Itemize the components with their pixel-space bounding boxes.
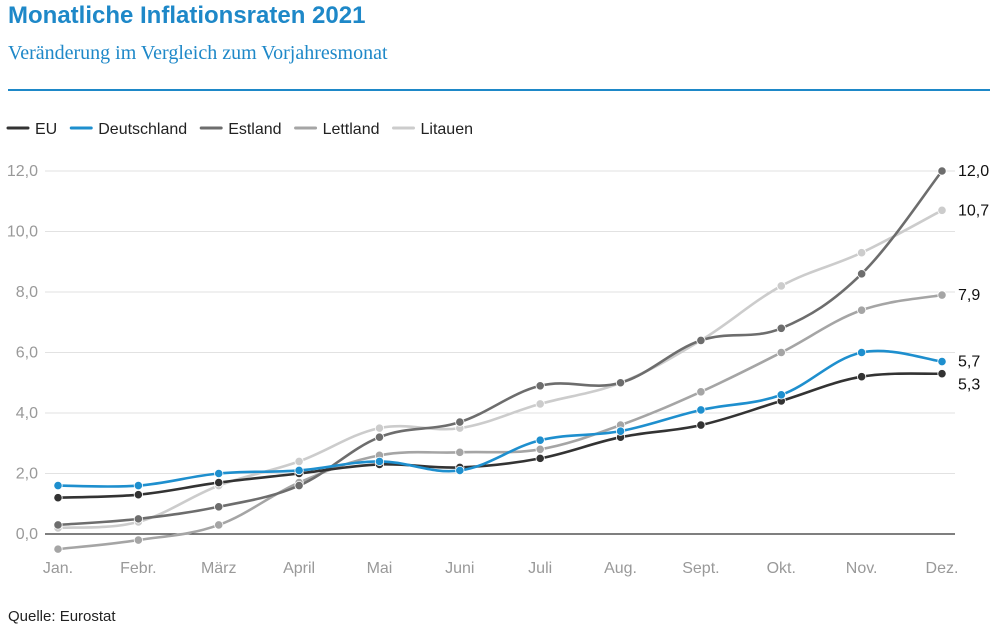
data-point-lettland bbox=[133, 535, 143, 545]
legend-label-deutschland: Deutschland bbox=[98, 121, 187, 138]
series-line-eu bbox=[56, 372, 944, 499]
data-point-deutschland bbox=[53, 480, 63, 491]
y-tick-label: 4,0 bbox=[16, 405, 38, 422]
end-label-litauen: 10,7 bbox=[958, 202, 989, 219]
data-point-lettland bbox=[214, 520, 224, 530]
data-point-deutschland bbox=[937, 356, 947, 367]
data-point-eu bbox=[696, 420, 706, 430]
data-point-estland bbox=[133, 514, 143, 524]
data-point-deutschland bbox=[294, 465, 304, 476]
data-point-deutschland bbox=[133, 480, 143, 491]
end-labels: 12,0 10,7 7,9 5,7 5,3 bbox=[958, 163, 989, 394]
source-note: Quelle: Eurostat bbox=[8, 608, 116, 625]
data-point-litauen bbox=[937, 205, 947, 215]
data-point-estland bbox=[776, 323, 786, 333]
data-point-lettland bbox=[535, 444, 545, 454]
x-tick-label: Aug. bbox=[604, 560, 637, 577]
y-tick-label: 10,0 bbox=[7, 224, 38, 241]
data-point-deutschland bbox=[535, 435, 545, 445]
data-point-estland bbox=[696, 335, 706, 345]
x-tick-label: Mai bbox=[367, 560, 393, 577]
legend-label-estland: Estland bbox=[228, 121, 281, 138]
data-point-eu bbox=[214, 477, 224, 488]
data-point-estland bbox=[857, 269, 867, 279]
series-line-estland bbox=[56, 169, 944, 527]
x-tick-label: Febr. bbox=[120, 560, 156, 577]
data-point-estland bbox=[615, 378, 626, 388]
x-tick-label: März bbox=[201, 560, 237, 577]
data-point-lettland bbox=[937, 290, 947, 300]
y-tick-label: 12,0 bbox=[7, 163, 38, 180]
title-divider bbox=[8, 89, 990, 91]
end-label-eu: 5,3 bbox=[958, 377, 980, 394]
x-tick-label: Juni bbox=[445, 560, 474, 577]
data-point-eu bbox=[857, 372, 867, 382]
data-point-estland bbox=[455, 417, 465, 427]
legend-label-lettland: Lettland bbox=[323, 121, 380, 138]
y-tick-label: 8,0 bbox=[16, 284, 38, 301]
data-point-eu bbox=[937, 369, 947, 379]
data-point-deutschland bbox=[615, 426, 626, 436]
end-label-estland: 12,0 bbox=[958, 163, 989, 180]
data-point-litauen bbox=[374, 423, 385, 433]
data-point-lettland bbox=[776, 347, 786, 358]
series-points bbox=[53, 166, 947, 554]
chart-subtitle: Veränderung im Vergleich zum Vorjahresmo… bbox=[8, 42, 388, 64]
legend: EU Deutschland Estland Lettland Litauen bbox=[6, 121, 474, 138]
x-tick-label: Dez. bbox=[926, 560, 959, 577]
data-point-lettland bbox=[857, 305, 867, 315]
data-point-lettland bbox=[53, 544, 63, 554]
data-point-litauen bbox=[294, 456, 304, 466]
data-point-deutschland bbox=[696, 405, 706, 415]
data-point-eu bbox=[53, 493, 63, 503]
data-point-deutschland bbox=[374, 456, 385, 466]
data-point-deutschland bbox=[214, 468, 224, 479]
data-point-eu bbox=[133, 490, 143, 500]
end-label-deutschland: 5,7 bbox=[958, 354, 980, 371]
x-tick-label: Sept. bbox=[682, 560, 719, 577]
data-point-estland bbox=[214, 502, 224, 512]
x-tick-label: Okt. bbox=[767, 560, 796, 577]
y-tick-label: 2,0 bbox=[16, 466, 38, 483]
data-point-litauen bbox=[776, 281, 786, 291]
x-tick-label: Nov. bbox=[846, 560, 878, 577]
data-point-estland bbox=[937, 166, 947, 176]
data-point-lettland bbox=[455, 447, 465, 457]
x-axis: Jan. Febr. März April Mai Juni Juli Aug. Sept. Ok… bbox=[43, 560, 959, 577]
y-tick-label: 6,0 bbox=[16, 345, 38, 362]
data-point-estland bbox=[535, 381, 545, 391]
data-point-deutschland bbox=[455, 465, 465, 476]
x-tick-label: Juli bbox=[528, 560, 552, 577]
data-point-estland bbox=[374, 432, 385, 442]
series-line-litauen bbox=[56, 209, 944, 530]
data-point-estland bbox=[53, 520, 63, 530]
x-tick-label: Jan. bbox=[43, 560, 73, 577]
data-point-eu bbox=[535, 453, 545, 463]
y-axis: 0,0 2,0 4,0 6,0 8,0 10,0 12,0 bbox=[7, 163, 38, 543]
end-label-lettland: 7,9 bbox=[958, 287, 980, 304]
y-tick-label: 0,0 bbox=[16, 526, 38, 543]
data-point-estland bbox=[294, 480, 304, 491]
chart-title: Monatliche Inflationsraten 2021 bbox=[8, 2, 366, 29]
grid bbox=[45, 170, 955, 535]
x-tick-label: April bbox=[283, 560, 315, 577]
legend-label-eu: EU bbox=[35, 121, 57, 138]
series-lines bbox=[56, 169, 944, 551]
data-point-deutschland bbox=[776, 390, 786, 400]
legend-label-litauen: Litauen bbox=[421, 121, 474, 138]
data-point-litauen bbox=[857, 248, 867, 258]
data-point-litauen bbox=[535, 399, 545, 409]
data-point-deutschland bbox=[857, 347, 867, 358]
series-line-deutschland bbox=[56, 349, 944, 488]
data-point-lettland bbox=[696, 387, 706, 397]
